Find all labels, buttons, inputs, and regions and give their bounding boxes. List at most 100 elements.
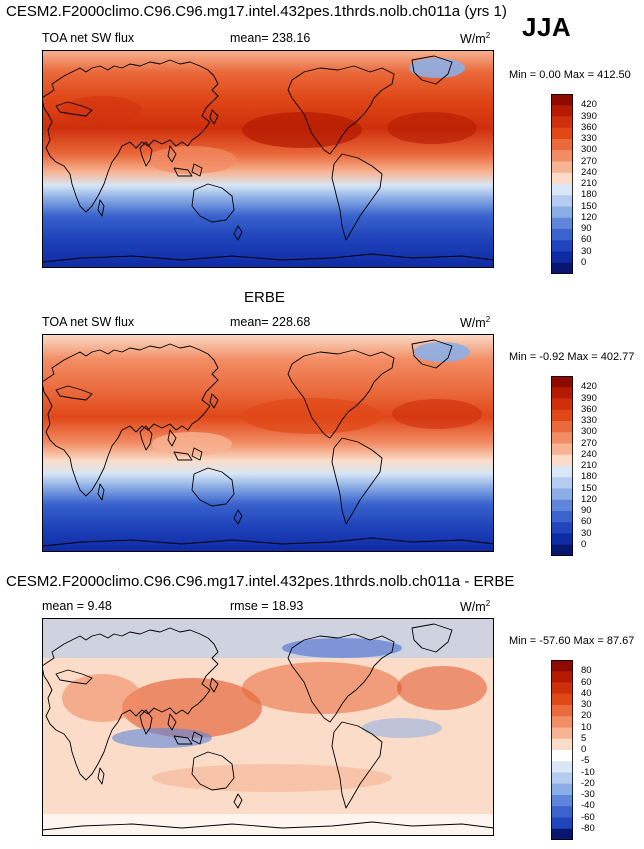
colorbar-swatch: [551, 195, 573, 207]
colorbar-swatch: [551, 240, 573, 252]
colorbar-tick-label: -40: [581, 800, 595, 812]
colorbar-tick-label: 150: [581, 200, 597, 212]
colorbar-swatch: [551, 105, 573, 117]
colorbar-swatch: [551, 660, 573, 672]
colorbar-swatch: [551, 387, 573, 399]
colorbar-tick-label: 360: [581, 121, 597, 133]
mean-label-diff: mean = 9.48: [42, 599, 112, 613]
colorbar-tick-label: -60: [581, 811, 595, 823]
units-label-obs: W/m2: [460, 315, 491, 331]
colorbar-swatch: [551, 705, 573, 717]
colorbar-swatch: [551, 499, 573, 512]
colorbar-tick-label: 60: [581, 676, 592, 688]
map-obs: [42, 334, 494, 552]
colorbar-tick-label: 270: [581, 437, 597, 449]
colorbar-swatch: [551, 409, 573, 422]
colorbar-swatch: [551, 432, 573, 444]
colorbar-tick-label: -5: [581, 755, 590, 767]
units-label-diff: W/m2: [460, 599, 491, 615]
colorbar-swatch: [551, 533, 573, 546]
colorbar-tick-label: 390: [581, 110, 597, 122]
colorbar-swatch: [551, 693, 573, 706]
colorbar-swatch: [551, 828, 573, 840]
colorbar-swatch: [551, 150, 573, 162]
colorbar-tick-label: 270: [581, 155, 597, 167]
colorbar-swatch: [551, 184, 573, 196]
colorbar-swatch: [551, 671, 573, 683]
colorbar-swatch: [551, 229, 573, 241]
colorbar-tick-label: 40: [581, 687, 592, 699]
colorbar-swatch: [551, 522, 573, 534]
colorbar-swatch: [551, 251, 573, 264]
colorbar-swatch: [551, 716, 573, 728]
colorbar-swatch: [551, 750, 573, 762]
colorbar-tick-label: 20: [581, 710, 592, 722]
colorbar-tick-label: -80: [581, 822, 595, 834]
colorbar-tick-label: 90: [581, 505, 592, 516]
map-model: [42, 50, 494, 268]
panel-heading-model: CESM2.F2000climo.C96.C96.mg17.intel.432p…: [6, 3, 507, 20]
colorbar-swatch: [551, 172, 573, 185]
colorbar-swatch: [551, 477, 573, 489]
colorbar-swatch: [551, 421, 573, 433]
colorbar-tick-label: 240: [581, 448, 597, 460]
colorbar-tick-label: -20: [581, 777, 595, 789]
colorbar-tick-label: 90: [581, 223, 592, 234]
colorbar-tick-label: 150: [581, 482, 597, 494]
panel-heading-diff: CESM2.F2000climo.C96.C96.mg17.intel.432p…: [6, 573, 515, 590]
colorbar-tick-label: 30: [581, 527, 592, 539]
colorbar-swatch: [551, 511, 573, 523]
colorbar-tick-label: 30: [581, 245, 592, 257]
colorbar-tick-label: 330: [581, 133, 597, 144]
colorbar-swatch: [551, 217, 573, 230]
colorbar-tick-label: 420: [581, 381, 597, 393]
colorbar-swatch: [551, 206, 573, 219]
colorbar-tick-label: 0: [581, 744, 587, 755]
variable-label-model: TOA net SW flux: [42, 31, 135, 45]
colorbar-swatch: [551, 139, 573, 151]
colorbar-tick-label: -10: [581, 766, 595, 778]
colorbar-swatch: [551, 116, 573, 129]
colorbar-swatch: [551, 376, 573, 388]
variable-label-obs: TOA net SW flux: [42, 315, 135, 329]
colorbar-tick-label: 210: [581, 460, 597, 471]
colorbar-swatch: [551, 94, 573, 106]
minmax-label-obs: Min = -0.92 Max = 402.77: [509, 351, 635, 363]
colorbar-swatch: [551, 682, 573, 695]
panel-heading-obs: ERBE: [244, 289, 285, 306]
colorbar-swatch: [551, 817, 573, 830]
colorbar-tick-label: 330: [581, 415, 597, 426]
colorbar-swatch: [551, 544, 573, 556]
colorbar-diff: [551, 660, 573, 840]
colorbar-tick-label: 420: [581, 99, 597, 111]
colorbar-tick-label: 120: [581, 493, 597, 505]
colorbar-model: [551, 94, 573, 274]
colorbar-swatch: [551, 127, 573, 140]
colorbar-swatch: [551, 727, 573, 740]
colorbar-swatch: [551, 772, 573, 785]
colorbar-tick-label: -30: [581, 789, 595, 800]
minmax-label-diff: Min = -57.60 Max = 87.67: [509, 635, 635, 647]
colorbar-swatch: [551, 454, 573, 467]
rmse-label-diff: rmse = 18.93: [230, 599, 304, 613]
colorbar-swatch: [551, 488, 573, 501]
colorbar-swatch: [551, 443, 573, 456]
colorbar-tick-label: 300: [581, 144, 597, 156]
colorbar-tick-label: 60: [581, 234, 592, 246]
colorbar-tick-label: 180: [581, 471, 597, 483]
minmax-label-model: Min = 0.00 Max = 412.50: [509, 69, 631, 81]
colorbar-tick-label: 300: [581, 426, 597, 438]
colorbar-tick-label: 390: [581, 392, 597, 404]
mean-label-model: mean= 238.16: [230, 31, 311, 45]
colorbar-swatch: [551, 795, 573, 807]
colorbar-tick-label: 120: [581, 211, 597, 223]
colorbar-tick-label: 30: [581, 699, 592, 710]
colorbar-tick-label: 10: [581, 721, 592, 733]
colorbar-tick-label: 210: [581, 178, 597, 189]
units-label-model: W/m2: [460, 31, 491, 47]
colorbar-tick-label: 360: [581, 403, 597, 415]
mean-label-obs: mean= 228.68: [230, 315, 311, 329]
colorbar-obs: [551, 376, 573, 556]
colorbar-tick-label: 180: [581, 189, 597, 201]
colorbar-tick-label: 5: [581, 732, 587, 744]
